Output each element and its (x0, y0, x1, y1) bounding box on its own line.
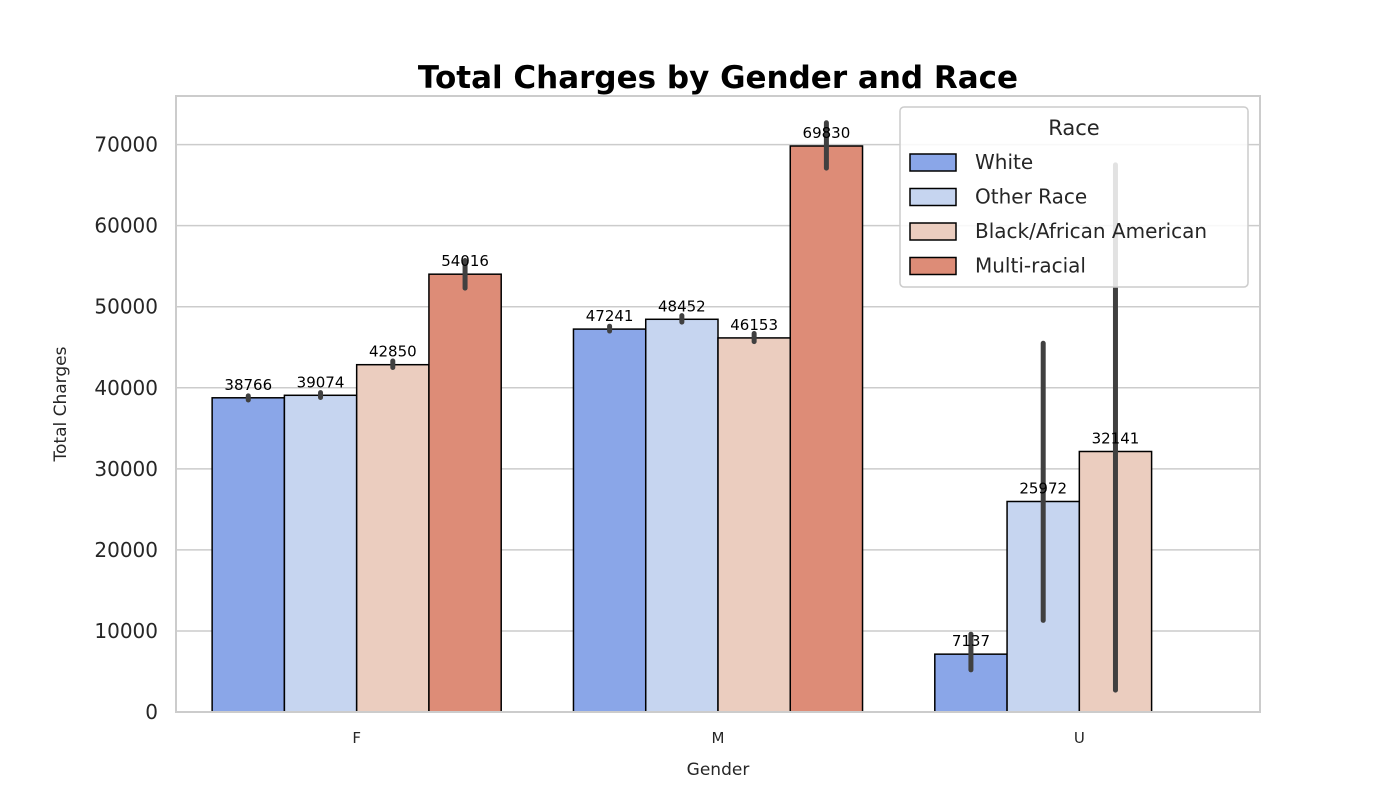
value-labels: 38766 39074 42850 54016 47241 48452 46153 69830… (224, 124, 1139, 650)
value-label: 38766 (224, 376, 272, 394)
plot-frame (175, 95, 1261, 713)
bar (789, 145, 864, 713)
x-tick-label: F (352, 729, 361, 747)
y-tick-label: 70000 (94, 133, 158, 157)
x-axis-label: Gender (687, 760, 750, 780)
y-tick-label: 20000 (94, 538, 158, 562)
y-tick-label: 10000 (94, 619, 158, 643)
value-label: 39074 (297, 373, 345, 391)
legend-swatch (909, 222, 957, 241)
legend-entry: Other Race (975, 185, 1087, 209)
legend: Race White Other Race Black/African Americ… (899, 106, 1249, 288)
y-tick-label: 0 (145, 700, 158, 724)
chart-title: Total Charges by Gender and Race (418, 60, 1018, 96)
legend-title: Race (1048, 116, 1099, 140)
legend-entry: Black/African American (975, 219, 1207, 243)
y-tick-label: 40000 (94, 376, 158, 400)
value-label: 46153 (730, 316, 778, 334)
y-ticks: 0 10000 20000 30000 40000 50000 60000 70000 (94, 133, 158, 724)
legend-box (899, 106, 1249, 288)
bar (428, 273, 502, 713)
x-tick-label: M (712, 729, 725, 747)
bar (211, 397, 286, 713)
bar (717, 337, 792, 713)
legend-entry: White (975, 150, 1033, 174)
value-label: 69830 (803, 124, 851, 142)
value-label: 47241 (586, 307, 634, 325)
y-tick-label: 60000 (94, 214, 158, 238)
value-label: 54016 (441, 252, 489, 270)
bar (283, 394, 358, 713)
legend-items: White Other Race Black/African American Mul… (909, 150, 1207, 278)
value-label: 25972 (1019, 479, 1067, 497)
bar (644, 318, 719, 713)
x-tick-label: U (1074, 729, 1085, 747)
bar (355, 363, 430, 713)
y-tick-label: 30000 (94, 457, 158, 481)
value-label: 32141 (1092, 429, 1140, 447)
legend-swatch (909, 187, 957, 207)
legend-swatch (909, 153, 957, 172)
y-axis-label: Total Charges (51, 346, 71, 462)
value-label: 42850 (369, 343, 417, 361)
y-tick-label: 50000 (94, 295, 158, 319)
value-label: 48452 (658, 297, 706, 315)
bar (572, 328, 647, 713)
value-label: 7137 (952, 632, 990, 650)
legend-swatch (909, 256, 957, 276)
bars (211, 145, 1153, 713)
legend-entry: Multi-racial (975, 254, 1086, 278)
